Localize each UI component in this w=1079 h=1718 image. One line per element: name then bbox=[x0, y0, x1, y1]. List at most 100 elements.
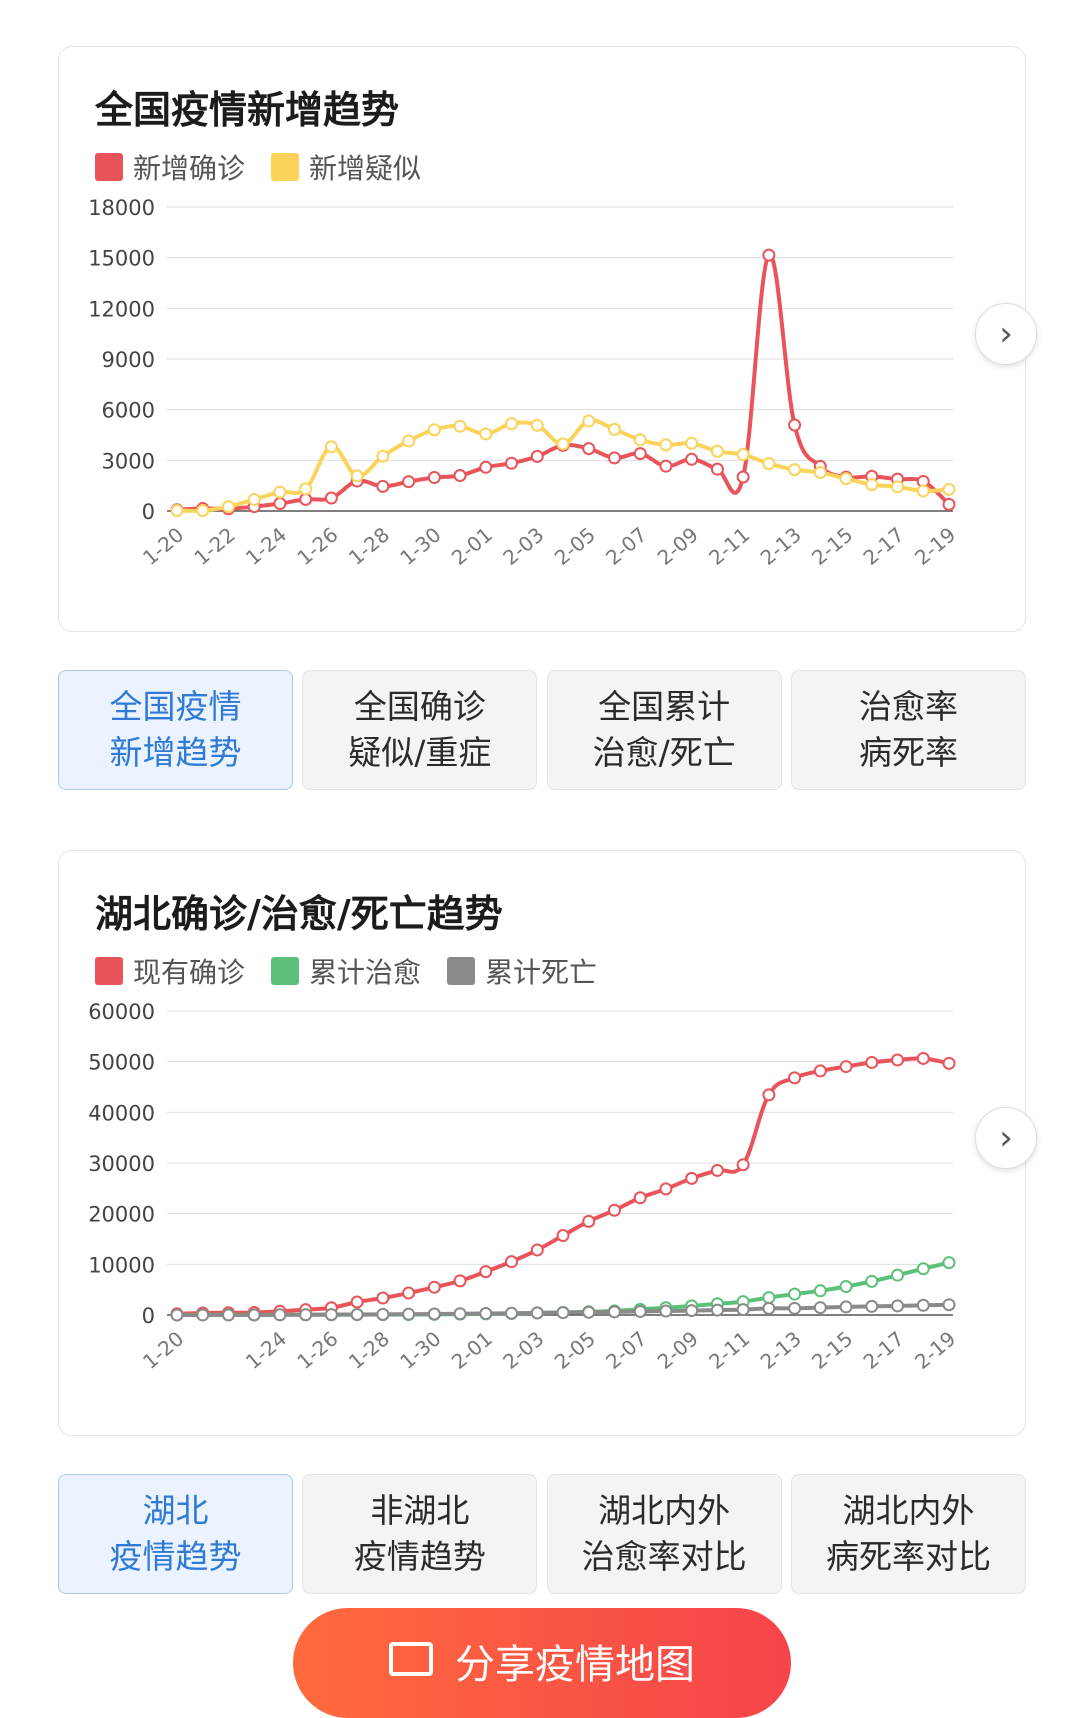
tab-label-line1: 治愈率 bbox=[858, 687, 958, 726]
tab-hubei-fatality-rate-compare[interactable]: 湖北内外 病死率对比 bbox=[790, 1474, 1026, 1594]
data-point bbox=[607, 1305, 621, 1319]
data-point bbox=[865, 1055, 879, 1069]
data-point bbox=[376, 479, 390, 493]
data-point bbox=[839, 1060, 853, 1074]
data-point bbox=[582, 1305, 596, 1319]
data-point bbox=[762, 1088, 776, 1102]
data-point bbox=[762, 248, 776, 262]
data-point bbox=[324, 440, 338, 454]
x-tick-label: 1-28 bbox=[344, 1326, 394, 1374]
data-point bbox=[221, 500, 235, 514]
legend-swatch bbox=[95, 153, 123, 181]
legend-item-current-confirmed[interactable]: 现有确诊 bbox=[95, 951, 245, 991]
legend-label: 新增确诊 bbox=[133, 152, 246, 185]
tab-label-line2: 疫情趋势 bbox=[353, 1537, 486, 1576]
tab-label-line1: 非湖北 bbox=[370, 1491, 470, 1530]
tab-non-hubei-trend[interactable]: 非湖北 疫情趋势 bbox=[302, 1474, 538, 1594]
x-tick-label: 1-30 bbox=[395, 522, 445, 570]
data-point bbox=[685, 1171, 699, 1185]
data-point bbox=[788, 1071, 802, 1085]
tab-label-line2: 病死率对比 bbox=[825, 1537, 991, 1576]
share-icon bbox=[389, 1642, 433, 1676]
legend-item-new-confirmed[interactable]: 新增确诊 bbox=[95, 147, 245, 187]
data-point bbox=[865, 1274, 879, 1288]
data-point bbox=[891, 480, 905, 494]
data-point bbox=[659, 1182, 673, 1196]
next-chart-button[interactable]: › bbox=[975, 1107, 1037, 1169]
x-tick-label: 2-07 bbox=[601, 1326, 651, 1374]
data-point bbox=[582, 1214, 596, 1228]
x-tick-label: 2-03 bbox=[498, 1326, 548, 1374]
tab-label-line1: 湖北内外 bbox=[598, 1491, 731, 1530]
data-point bbox=[530, 449, 544, 463]
data-point bbox=[607, 1203, 621, 1217]
data-point bbox=[196, 504, 210, 518]
legend-item-new-suspected[interactable]: 新增疑似 bbox=[271, 147, 421, 187]
data-point bbox=[247, 493, 261, 507]
data-point bbox=[479, 427, 493, 441]
x-tick-label: 2-05 bbox=[550, 522, 600, 570]
data-point bbox=[916, 1298, 930, 1312]
y-tick-label: 30000 bbox=[88, 1152, 155, 1176]
data-point bbox=[453, 468, 467, 482]
x-tick-label: 2-15 bbox=[807, 1326, 857, 1374]
data-point bbox=[427, 1307, 441, 1321]
data-point bbox=[505, 417, 519, 431]
data-point bbox=[556, 1229, 570, 1243]
data-point bbox=[865, 1299, 879, 1313]
data-point bbox=[427, 1280, 441, 1294]
data-point bbox=[762, 457, 776, 471]
y-tick-label: 0 bbox=[142, 500, 155, 524]
data-point bbox=[170, 504, 184, 518]
data-point bbox=[659, 1304, 673, 1318]
share-button-label: 分享疫情地图 bbox=[455, 1642, 695, 1688]
data-point bbox=[916, 1051, 930, 1065]
legend-label: 累计死亡 bbox=[485, 956, 598, 989]
tab-cure-fatality-rate[interactable]: 治愈率 病死率 bbox=[790, 670, 1026, 790]
x-tick-label: 1-26 bbox=[292, 1326, 342, 1374]
y-tick-label: 18000 bbox=[88, 196, 155, 220]
data-point bbox=[376, 449, 390, 463]
x-tick-label: 1-30 bbox=[395, 1326, 445, 1374]
data-point bbox=[582, 442, 596, 456]
chevron-right-icon: › bbox=[999, 314, 1013, 354]
next-chart-button[interactable]: › bbox=[975, 303, 1037, 365]
data-point bbox=[299, 492, 313, 506]
data-point bbox=[942, 1298, 956, 1312]
data-point bbox=[685, 436, 699, 450]
x-tick-label: 2-05 bbox=[550, 1326, 600, 1374]
data-point bbox=[942, 482, 956, 496]
data-point bbox=[942, 1256, 956, 1270]
tab-national-new-trend[interactable]: 全国疫情 新增趋势 bbox=[58, 670, 293, 790]
tab-national-cured-dead[interactable]: 全国累计 治愈/死亡 bbox=[546, 670, 782, 790]
data-point bbox=[299, 1308, 313, 1322]
legend-item-total-cured[interactable]: 累计治愈 bbox=[271, 951, 421, 991]
data-point bbox=[916, 1262, 930, 1276]
tab-national-confirmed-suspected[interactable]: 全国确诊 疑似/重症 bbox=[302, 670, 538, 790]
share-map-button[interactable]: 分享疫情地图 bbox=[293, 1608, 791, 1718]
y-tick-label: 60000 bbox=[88, 1000, 155, 1024]
legend-item-total-dead[interactable]: 累计死亡 bbox=[447, 951, 597, 991]
series-line bbox=[175, 1056, 951, 1316]
national-trend-chart: 0 3000 6000 9000 12000 15000 18000 1-20 1-22 1-24… bbox=[88, 196, 960, 570]
chart-title: 全国疫情新增趋势 bbox=[95, 88, 400, 132]
data-point bbox=[710, 1163, 724, 1177]
data-point bbox=[427, 471, 441, 485]
data-point bbox=[170, 1308, 184, 1322]
tab-hubei-trend[interactable]: 湖北 疫情趋势 bbox=[58, 1474, 293, 1594]
data-point bbox=[891, 1299, 905, 1313]
legend-label: 新增疑似 bbox=[309, 152, 422, 185]
data-point bbox=[607, 422, 621, 436]
chevron-right-icon: › bbox=[999, 1118, 1013, 1158]
data-point bbox=[273, 485, 287, 499]
tab-label-line2: 疫情趋势 bbox=[109, 1537, 242, 1576]
data-point bbox=[299, 482, 313, 496]
data-point bbox=[788, 463, 802, 477]
data-point bbox=[376, 1307, 390, 1321]
x-tick-label: 1-28 bbox=[344, 522, 394, 570]
tab-hubei-cure-rate-compare[interactable]: 湖北内外 治愈率对比 bbox=[546, 1474, 782, 1594]
data-point bbox=[633, 1304, 647, 1318]
data-point bbox=[453, 1274, 467, 1288]
data-point bbox=[685, 452, 699, 466]
data-point bbox=[839, 1300, 853, 1314]
